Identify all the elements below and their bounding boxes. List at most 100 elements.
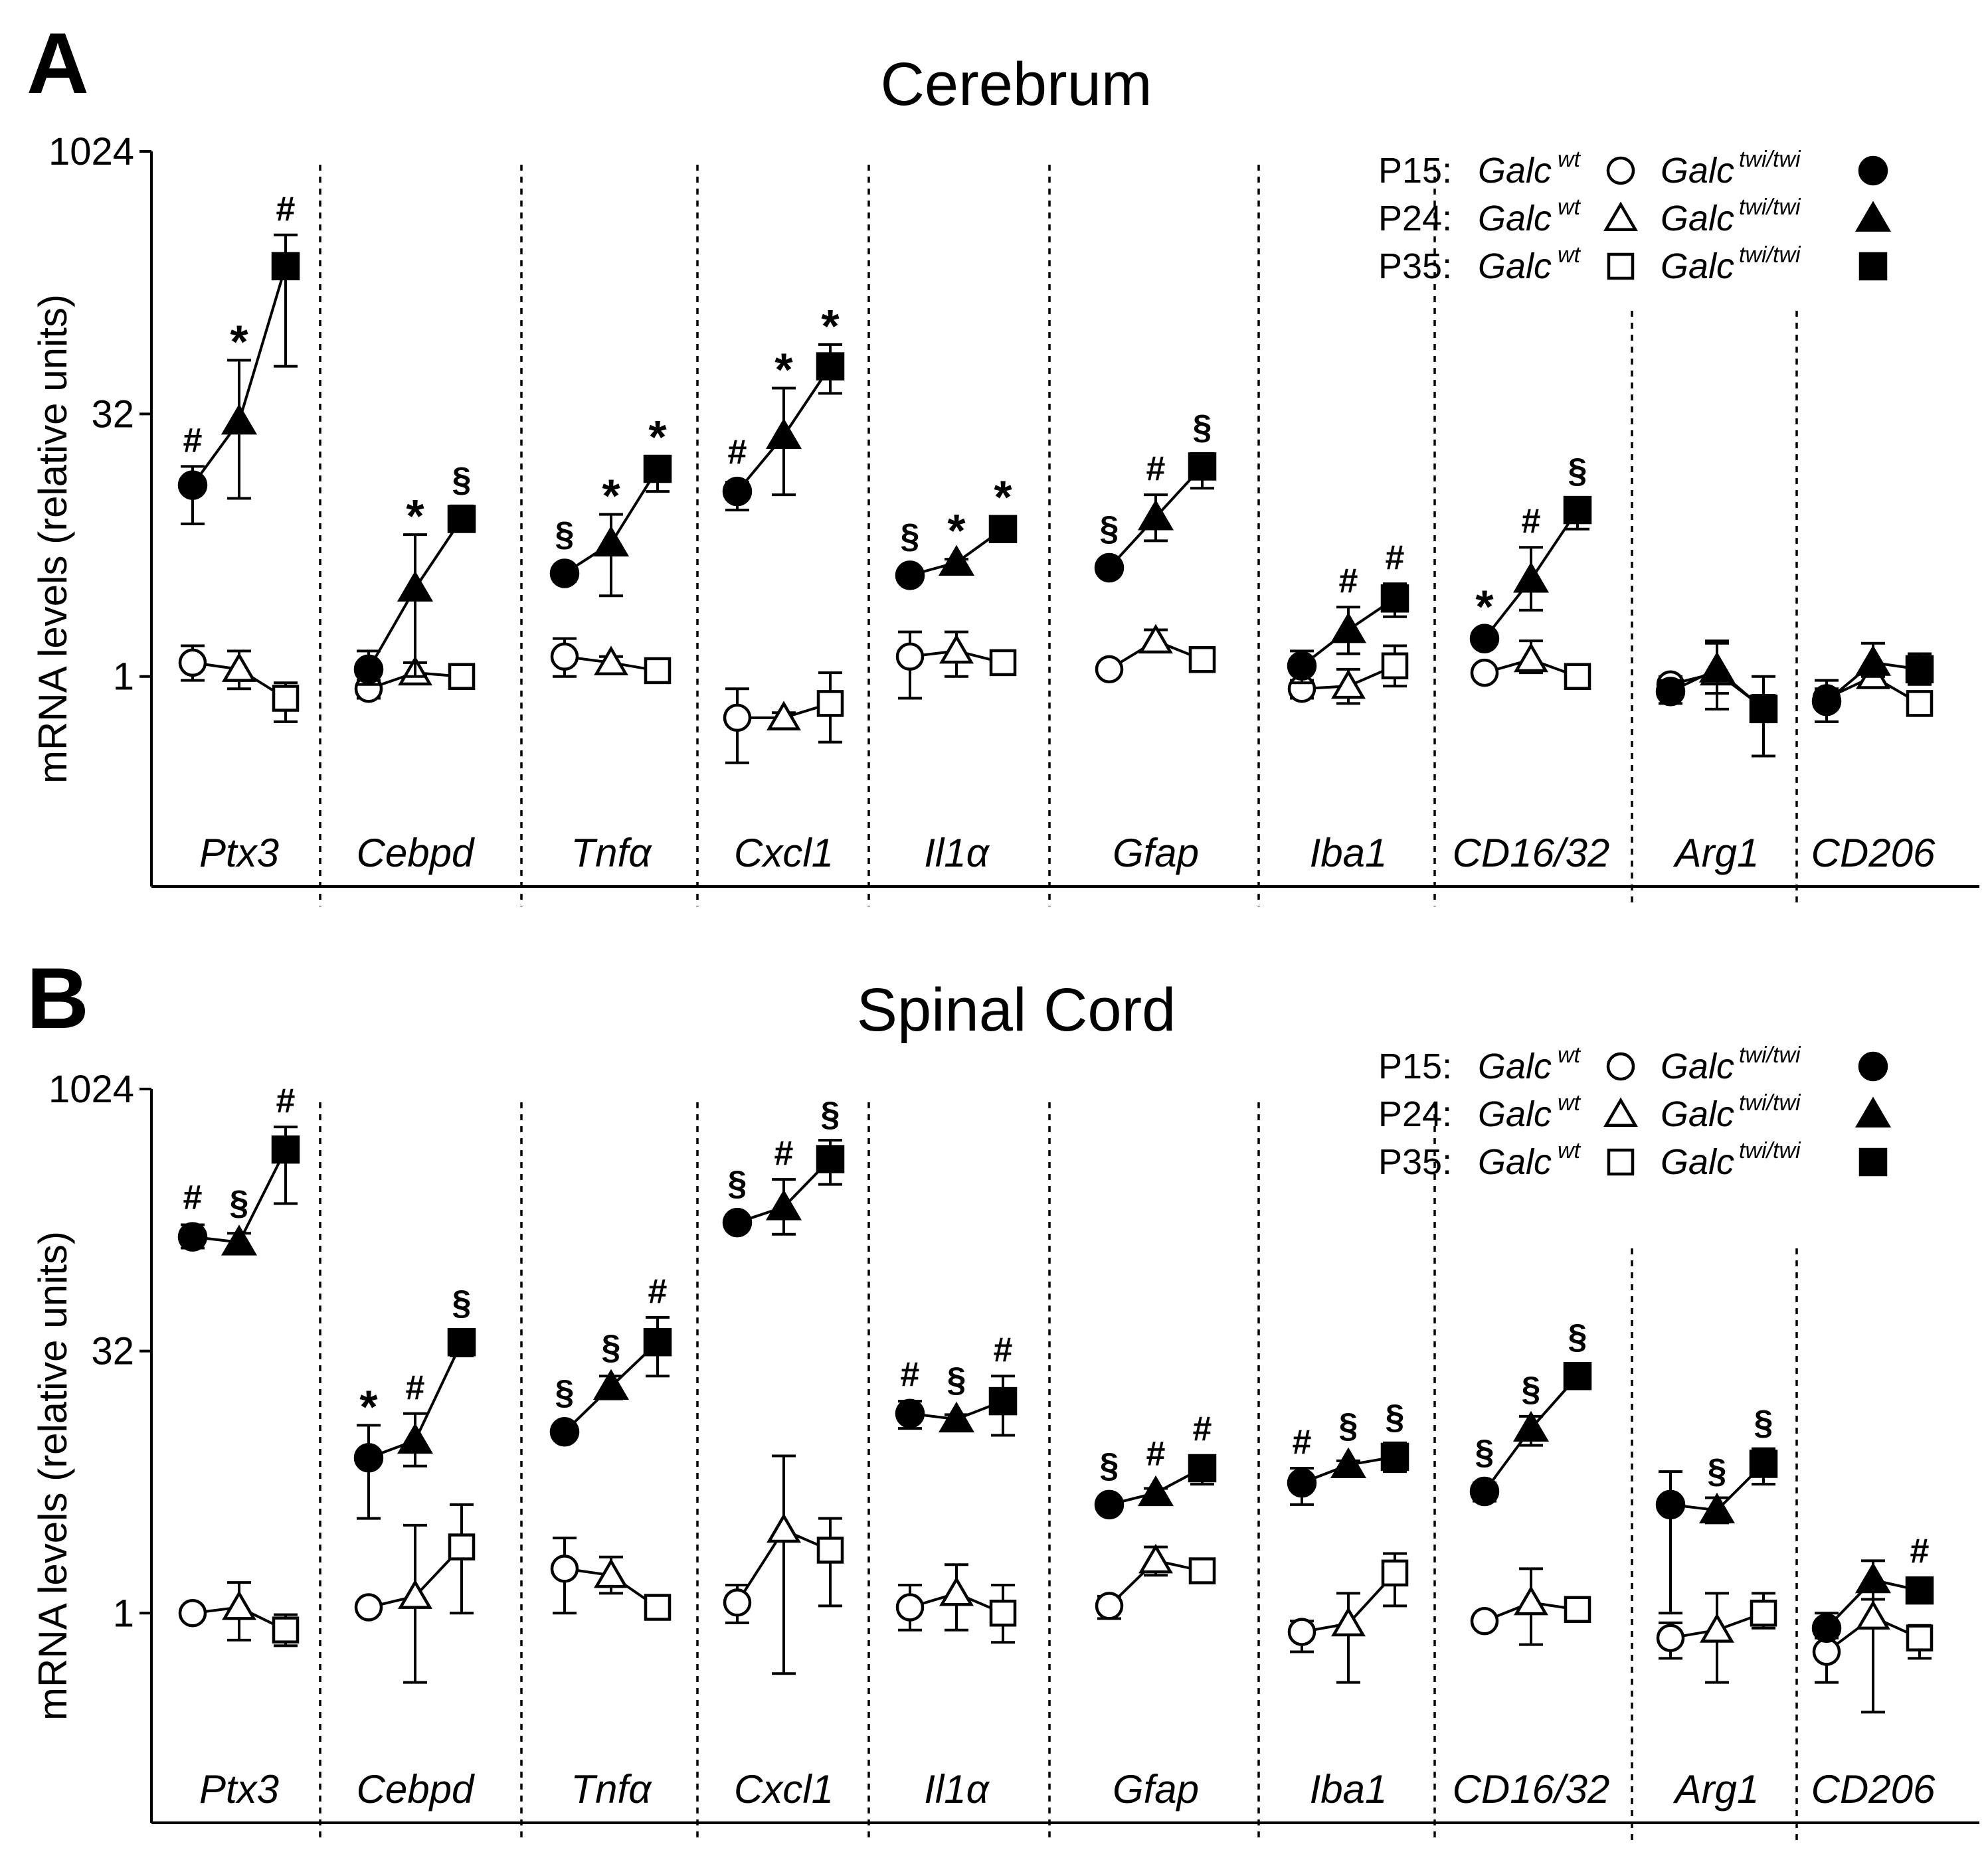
significance-marker: # [276, 190, 296, 228]
wt-point-triangle [1331, 1606, 1366, 1637]
significance-marker: § [1193, 408, 1212, 446]
legend-twi-superscript: twi/twi [1739, 1043, 1801, 1068]
wt-point-triangle [939, 1576, 974, 1606]
twi-point-triangle [1330, 612, 1367, 643]
twi-point-circle [1469, 624, 1500, 653]
significance-marker: * [230, 316, 248, 368]
significance-marker: § [1708, 1452, 1727, 1490]
legend-twi-superscript: twi/twi [1739, 195, 1801, 220]
legend-wt-superscript: wt [1558, 242, 1581, 268]
y-axis-label: mRNA levels (relative units) [31, 294, 75, 784]
twi-point-circle [895, 560, 925, 590]
wt-point-square [1188, 646, 1216, 673]
twi-point-triangle [938, 545, 975, 576]
wt-point-triangle [1514, 1585, 1548, 1616]
twi-point-circle [549, 1416, 580, 1447]
twi-point-triangle [1330, 1447, 1367, 1478]
significance-marker: § [452, 461, 472, 499]
significance-marker: # [1146, 450, 1166, 488]
wt-point-circle [1287, 1618, 1316, 1646]
twi-point-triangle [1512, 562, 1550, 593]
wt-point-triangle [594, 1558, 628, 1588]
significance-marker: # [1910, 1532, 1930, 1570]
wt-point-square [989, 649, 1017, 677]
gene-group: * § Cebpd [353, 461, 476, 875]
wt-point-circle [895, 642, 925, 671]
gene-label: Gfap [1113, 831, 1199, 875]
legend-twi-label: Galc [1661, 151, 1734, 191]
gene-group: § § § CD16/32 [1453, 1317, 1610, 1811]
twi-point-circle [177, 1222, 208, 1252]
legend-open-square [1607, 252, 1635, 280]
twi-point-square [1563, 495, 1592, 525]
twi-point-triangle [1698, 1492, 1736, 1524]
twi-point-square [447, 1327, 476, 1357]
legend-twi-label: Galc [1661, 1142, 1734, 1182]
twi-point-triangle [1854, 645, 1892, 676]
twi-point-triangle [1512, 1410, 1550, 1442]
twi-point-circle [1655, 677, 1686, 707]
twi-point-triangle [938, 1401, 975, 1433]
twi-point-square [1749, 695, 1778, 724]
twi-point-triangle [592, 1369, 630, 1400]
wt-point-square [272, 685, 300, 712]
legend-time: P24: [1378, 199, 1452, 238]
legend-wt-superscript: wt [1558, 147, 1581, 172]
gene-group: § # § Cxcl1 [722, 1095, 845, 1811]
twi-point-circle [1094, 552, 1125, 583]
gene-label: CD206 [1811, 831, 1936, 875]
wt-point-triangle [1700, 1613, 1734, 1643]
gene-group: § * * Tnfα [549, 411, 672, 875]
gene-label: Arg1 [1673, 831, 1760, 875]
wt-point-circle [1656, 1624, 1685, 1652]
gene-group: § # # Gfap [1094, 1410, 1217, 1811]
legend-time: P15: [1378, 151, 1452, 191]
wt-point-triangle [1856, 1600, 1890, 1630]
gene-label: Iba1 [1310, 1767, 1388, 1811]
gene-label: Tnfα [571, 1767, 653, 1811]
wt-point-square [816, 690, 844, 717]
gene-group: * # § CD16/32 [1453, 452, 1610, 875]
wt-point-triangle [398, 1579, 432, 1609]
significance-marker: # [1146, 1434, 1166, 1473]
significance-marker: § [1386, 1398, 1405, 1436]
significance-marker: # [1522, 502, 1541, 541]
twi-point-circle [722, 476, 753, 507]
significance-marker: # [1386, 539, 1405, 577]
wt-point-square [1188, 1557, 1216, 1584]
wt-point-square [644, 657, 672, 685]
legend-time: P15: [1378, 1047, 1452, 1086]
significance-marker: * [774, 343, 793, 395]
significance-marker: § [555, 1373, 575, 1412]
y-tick-label: 1 [113, 1592, 134, 1635]
significance-marker: * [994, 471, 1012, 523]
legend-filled-circle [1858, 1051, 1888, 1082]
twi-point-triangle [765, 1189, 802, 1221]
twi-point-circle [1094, 1489, 1125, 1520]
significance-marker: § [947, 1361, 966, 1399]
gene-label: Cxcl1 [734, 831, 834, 875]
wt-point-square [1750, 1600, 1777, 1627]
wt-point-square [1564, 663, 1591, 690]
gene-label: CD16/32 [1453, 1767, 1610, 1811]
significance-marker: § [1339, 1406, 1358, 1445]
twi-point-square [1380, 584, 1409, 613]
wt-point-circle [178, 648, 207, 677]
legend-wt-label: Galc [1478, 1047, 1552, 1086]
wt-point-triangle [1331, 669, 1366, 699]
wt-point-circle [1095, 1592, 1124, 1620]
significance-marker: § [728, 1164, 747, 1203]
gene-label: Iba1 [1310, 831, 1388, 875]
twi-point-triangle [397, 1422, 434, 1454]
significance-marker: # [406, 1369, 425, 1407]
significance-marker: § [1754, 1404, 1773, 1442]
twi-point-square [271, 252, 300, 281]
gene-group: § * * Il1α [895, 471, 1018, 875]
twi-point-square [271, 1135, 300, 1164]
significance-marker: # [774, 1134, 794, 1173]
significance-marker: # [183, 421, 203, 460]
legend-open-square [1607, 1148, 1635, 1176]
gene-label: Cebpd [357, 1767, 475, 1811]
y-tick-label: 1024 [48, 1068, 134, 1111]
gene-group: # § # Ptx3 [177, 1082, 300, 1811]
